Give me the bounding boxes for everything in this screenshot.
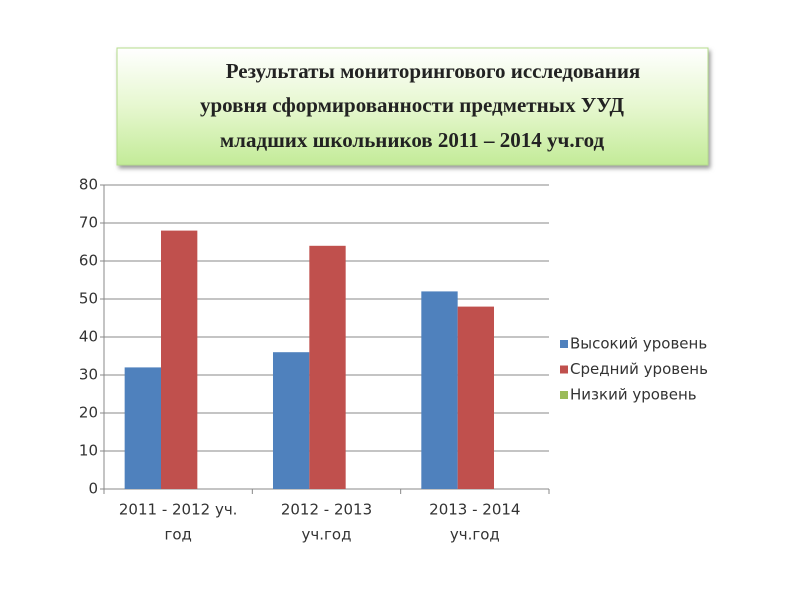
bar <box>309 245 346 489</box>
bar <box>160 230 198 489</box>
x-tick-label: 2013 - 2014 <box>429 501 520 519</box>
y-tick-label: 0 <box>88 480 98 498</box>
legend-swatch <box>560 391 568 399</box>
x-tick-label: уч.год <box>450 526 500 544</box>
bar <box>272 352 310 489</box>
y-tick-label: 50 <box>79 290 98 308</box>
y-tick-label: 40 <box>79 328 98 346</box>
legend-label: Низкий уровень <box>570 386 697 404</box>
chart-title: Результаты мониторингового исследования <box>226 59 641 83</box>
x-tick-label: 2012 - 2013 <box>281 501 372 519</box>
legend-swatch <box>560 365 568 374</box>
legend-label: Высокий уровень <box>570 335 707 353</box>
legend-label: Средний уровень <box>570 360 708 378</box>
y-tick-label: 30 <box>79 366 98 384</box>
title-box <box>116 47 709 166</box>
bar <box>457 306 495 489</box>
chart-title: уровня сформированности предметных УУД <box>200 93 625 117</box>
y-tick-label: 70 <box>79 214 98 232</box>
y-tick-label: 60 <box>79 252 98 270</box>
bar <box>124 367 161 489</box>
legend-swatch <box>560 340 568 348</box>
x-tick-label: год <box>164 526 191 544</box>
x-tick-label: уч.год <box>302 526 352 544</box>
y-tick-label: 10 <box>79 442 98 460</box>
bar <box>421 291 458 489</box>
x-tick-label: 2011 - 2012 уч. <box>119 501 238 519</box>
chart-title: младших школьников 2011 – 2014 уч.год <box>220 128 605 152</box>
y-tick-label: 80 <box>79 176 98 194</box>
y-tick-label: 20 <box>79 404 98 422</box>
